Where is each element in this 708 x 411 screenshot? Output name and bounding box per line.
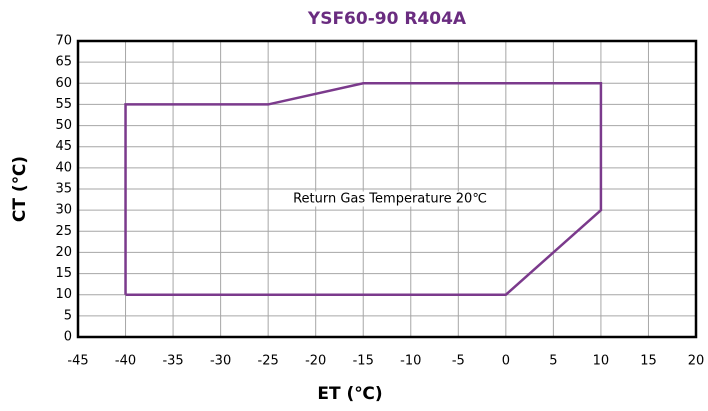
y-tick-label: 50 [55, 118, 72, 133]
x-tick-label: -30 [210, 354, 231, 369]
x-tick-label: -10 [400, 354, 421, 369]
series-line [124, 82, 603, 296]
y-axis-title: CT (℃) [10, 156, 30, 222]
x-tick-label: -15 [353, 354, 374, 369]
x-tick-label: 5 [549, 354, 557, 369]
y-tick-label: 40 [55, 160, 72, 175]
y-tick-label: 70 [55, 34, 72, 49]
x-tick-label: 15 [640, 354, 657, 369]
y-tick-label: 20 [55, 245, 72, 260]
x-tick-label: -35 [162, 354, 183, 369]
x-tick-label: -25 [258, 354, 279, 369]
y-tick-label: 30 [55, 203, 72, 218]
x-axis-title: ET (℃) [317, 384, 382, 404]
x-tick-label: -20 [305, 354, 326, 369]
annotation: Return Gas Temperature 20℃ [293, 192, 487, 207]
y-tick-label: 5 [64, 308, 72, 323]
y-tick-label: 15 [55, 266, 72, 281]
y-tick-label: 35 [55, 182, 72, 197]
y-tick-label: 65 [55, 55, 72, 70]
y-tick-label: 60 [55, 76, 72, 91]
annotation-background [291, 191, 489, 207]
x-tick-label: 20 [688, 354, 705, 369]
y-tick-label: 0 [64, 330, 72, 345]
y-tick-label: 10 [55, 287, 72, 302]
y-tick-label: 55 [55, 97, 72, 112]
y-tick-label: 45 [55, 139, 72, 154]
plot-border [76, 39, 698, 339]
y-tick-label: 25 [55, 224, 72, 239]
chart-title: YSF60-90 R404A [307, 9, 467, 29]
x-tick-label: -5 [452, 354, 465, 369]
x-tick-label: -45 [67, 354, 88, 369]
x-tick-label: 0 [502, 354, 510, 369]
x-tick-label: 10 [593, 354, 610, 369]
x-tick-label: -40 [115, 354, 136, 369]
